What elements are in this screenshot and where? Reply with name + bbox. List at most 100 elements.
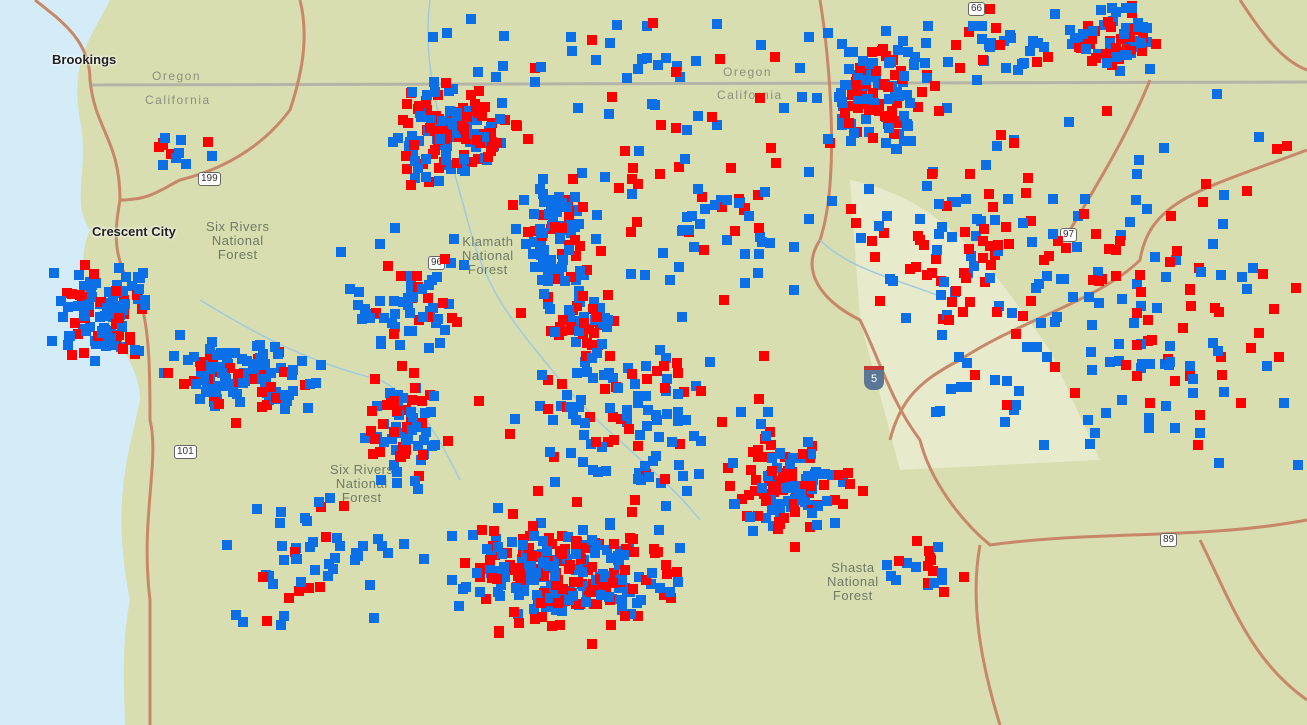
blue-point-marker[interactable]	[849, 128, 859, 138]
red-point-marker[interactable]	[1009, 138, 1019, 148]
blue-point-marker[interactable]	[242, 356, 252, 366]
blue-point-marker[interactable]	[582, 367, 592, 377]
red-point-marker[interactable]	[628, 584, 638, 594]
blue-point-marker[interactable]	[102, 303, 112, 313]
red-point-marker[interactable]	[459, 124, 469, 134]
red-point-marker[interactable]	[587, 340, 597, 350]
red-point-marker[interactable]	[798, 449, 808, 459]
red-point-marker[interactable]	[547, 539, 557, 549]
blue-point-marker[interactable]	[302, 516, 312, 526]
red-point-marker[interactable]	[402, 164, 412, 174]
blue-point-marker[interactable]	[910, 52, 920, 62]
blue-point-marker[interactable]	[837, 120, 847, 130]
blue-point-marker[interactable]	[536, 250, 546, 260]
red-point-marker[interactable]	[111, 319, 121, 329]
red-point-marker[interactable]	[725, 481, 735, 491]
blue-point-marker[interactable]	[576, 395, 586, 405]
blue-point-marker[interactable]	[276, 620, 286, 630]
red-point-marker[interactable]	[1104, 244, 1114, 254]
red-point-marker[interactable]	[753, 511, 763, 521]
blue-point-marker[interactable]	[922, 181, 932, 191]
blue-point-marker[interactable]	[635, 430, 645, 440]
red-point-marker[interactable]	[196, 361, 206, 371]
blue-point-marker[interactable]	[985, 273, 995, 283]
red-point-marker[interactable]	[675, 439, 685, 449]
blue-point-marker[interactable]	[740, 278, 750, 288]
blue-point-marker[interactable]	[181, 159, 191, 169]
blue-point-marker[interactable]	[550, 327, 560, 337]
blue-point-marker[interactable]	[541, 602, 551, 612]
blue-point-marker[interactable]	[118, 305, 128, 315]
blue-point-marker[interactable]	[905, 98, 915, 108]
blue-point-marker[interactable]	[604, 109, 614, 119]
blue-point-marker[interactable]	[517, 554, 527, 564]
red-point-marker[interactable]	[1236, 398, 1246, 408]
red-point-marker[interactable]	[1074, 42, 1084, 52]
blue-point-marker[interactable]	[712, 120, 722, 130]
blue-point-marker[interactable]	[578, 567, 588, 577]
red-point-marker[interactable]	[79, 348, 89, 358]
red-point-marker[interactable]	[878, 44, 888, 54]
blue-point-marker[interactable]	[444, 86, 454, 96]
blue-point-marker[interactable]	[587, 353, 597, 363]
blue-point-marker[interactable]	[365, 313, 375, 323]
blue-point-marker[interactable]	[354, 287, 364, 297]
blue-point-marker[interactable]	[401, 437, 411, 447]
red-point-marker[interactable]	[538, 210, 548, 220]
blue-point-marker[interactable]	[1105, 357, 1115, 367]
blue-point-marker[interactable]	[1216, 270, 1226, 280]
blue-point-marker[interactable]	[902, 558, 912, 568]
blue-point-marker[interactable]	[219, 381, 229, 391]
blue-point-marker[interactable]	[881, 138, 891, 148]
blue-point-marker[interactable]	[1064, 117, 1074, 127]
blue-point-marker[interactable]	[408, 292, 418, 302]
blue-point-marker[interactable]	[837, 114, 847, 124]
blue-point-marker[interactable]	[532, 590, 542, 600]
blue-point-marker[interactable]	[138, 268, 148, 278]
blue-point-marker[interactable]	[820, 469, 830, 479]
red-point-marker[interactable]	[417, 396, 427, 406]
blue-point-marker[interactable]	[388, 137, 398, 147]
blue-point-marker[interactable]	[933, 542, 943, 552]
blue-point-marker[interactable]	[790, 481, 800, 491]
blue-point-marker[interactable]	[695, 219, 705, 229]
blue-point-marker[interactable]	[390, 223, 400, 233]
blue-point-marker[interactable]	[447, 531, 457, 541]
blue-point-marker[interactable]	[417, 284, 427, 294]
blue-point-marker[interactable]	[127, 281, 137, 291]
blue-point-marker[interactable]	[1127, 3, 1137, 13]
red-point-marker[interactable]	[867, 47, 877, 57]
blue-point-marker[interactable]	[956, 382, 966, 392]
blue-point-marker[interactable]	[626, 609, 636, 619]
blue-point-marker[interactable]	[592, 540, 602, 550]
blue-point-marker[interactable]	[499, 572, 509, 582]
blue-point-marker[interactable]	[740, 249, 750, 259]
blue-point-marker[interactable]	[429, 391, 439, 401]
blue-point-marker[interactable]	[572, 368, 582, 378]
blue-point-marker[interactable]	[779, 103, 789, 113]
blue-point-marker[interactable]	[797, 495, 807, 505]
red-point-marker[interactable]	[872, 105, 882, 115]
blue-point-marker[interactable]	[694, 469, 704, 479]
blue-point-marker[interactable]	[1009, 405, 1019, 415]
blue-point-marker[interactable]	[574, 326, 584, 336]
red-point-marker[interactable]	[607, 92, 617, 102]
blue-point-marker[interactable]	[640, 270, 650, 280]
red-point-marker[interactable]	[632, 217, 642, 227]
blue-point-marker[interactable]	[622, 73, 632, 83]
blue-point-marker[interactable]	[390, 309, 400, 319]
red-point-marker[interactable]	[502, 548, 512, 558]
blue-point-marker[interactable]	[619, 550, 629, 560]
blue-point-marker[interactable]	[171, 153, 181, 163]
red-point-marker[interactable]	[447, 313, 457, 323]
red-point-marker[interactable]	[923, 561, 933, 571]
red-point-marker[interactable]	[868, 133, 878, 143]
blue-point-marker[interactable]	[662, 374, 672, 384]
blue-point-marker[interactable]	[1144, 413, 1154, 423]
blue-point-marker[interactable]	[591, 234, 601, 244]
blue-point-marker[interactable]	[935, 406, 945, 416]
blue-point-marker[interactable]	[622, 411, 632, 421]
red-point-marker[interactable]	[375, 447, 385, 457]
blue-point-marker[interactable]	[58, 312, 68, 322]
blue-point-marker[interactable]	[1138, 22, 1148, 32]
